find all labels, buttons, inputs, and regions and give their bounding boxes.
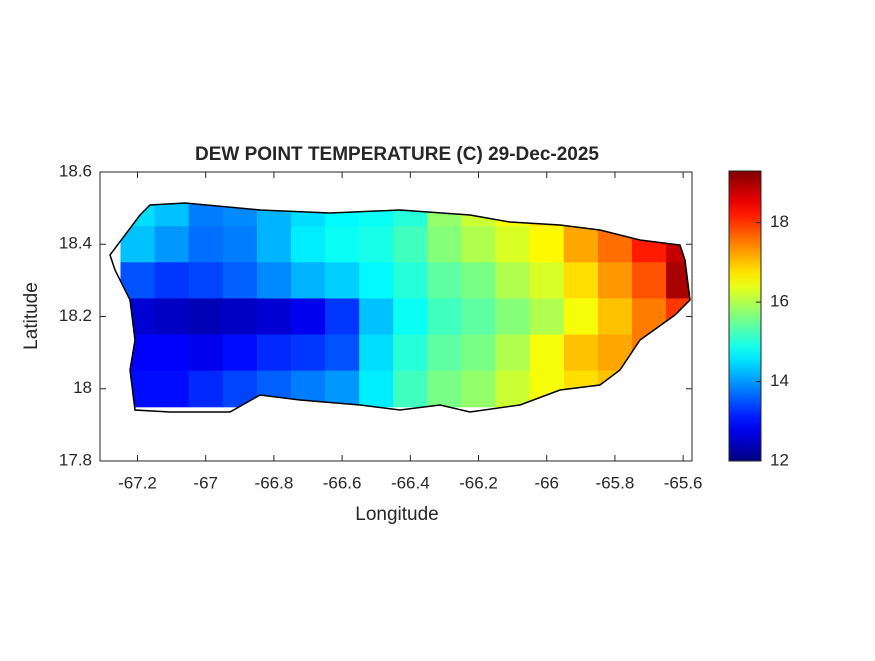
colorbar-tick-label: 18 — [770, 212, 789, 231]
heat-cell — [154, 262, 190, 299]
x-axis-label: Longitude — [355, 504, 438, 525]
heat-cell — [427, 370, 462, 408]
heat-cell — [188, 226, 224, 263]
heat-cell — [359, 370, 394, 408]
heat-cell — [256, 262, 292, 299]
heat-cell — [359, 298, 394, 336]
heat-cell — [222, 262, 258, 299]
heat-cell — [495, 334, 531, 372]
heat-cell — [290, 226, 326, 263]
heat-cell — [154, 226, 190, 263]
heat-cell — [325, 226, 360, 263]
heat-cell — [154, 298, 190, 336]
x-tick-label: -67.2 — [118, 473, 157, 492]
heat-cell — [393, 298, 428, 336]
heat-cell — [563, 298, 599, 336]
heat-cell — [563, 262, 599, 299]
heat-cell — [154, 203, 190, 227]
x-tick-label: -66.2 — [459, 473, 498, 492]
heat-cell — [495, 262, 531, 299]
heat-cell — [188, 203, 224, 227]
heat-cell — [393, 370, 428, 408]
heat-cell — [563, 226, 599, 263]
heat-cell — [597, 298, 633, 336]
heat-cell — [427, 226, 462, 263]
heat-cell — [325, 370, 360, 408]
heat-cell — [256, 298, 292, 336]
heat-cell — [393, 226, 428, 263]
heat-cell — [461, 334, 497, 372]
x-tick-label: -66 — [534, 473, 559, 492]
x-tick-label: -66.8 — [255, 473, 294, 492]
heat-cell — [393, 262, 428, 299]
heat-cell — [256, 226, 292, 263]
y-tick-label: 18.4 — [59, 234, 92, 253]
colorbar-tick-label: 16 — [770, 292, 789, 311]
colorbar-tick-label: 12 — [770, 450, 789, 469]
heat-cell — [631, 262, 667, 299]
heat-cell — [154, 334, 190, 372]
heat-cell — [461, 298, 497, 336]
colorbar-tick-label: 14 — [770, 371, 789, 390]
x-tick-label: -67 — [193, 473, 218, 492]
heat-cell — [325, 262, 360, 299]
chart-title: DEW POINT TEMPERATURE (C) 29-Dec-2025 — [195, 144, 599, 165]
heat-cell — [495, 370, 531, 408]
x-tick-label: -66.6 — [323, 473, 362, 492]
heat-cell — [188, 262, 224, 299]
x-tick-label: -65.8 — [596, 473, 635, 492]
heat-cell — [427, 334, 462, 372]
y-tick-label: 18 — [73, 378, 92, 397]
heat-cell — [359, 334, 394, 372]
heat-cell — [188, 370, 224, 408]
heat-cell — [188, 298, 224, 336]
heat-cell — [290, 334, 326, 372]
heat-cell — [290, 262, 326, 299]
heat-cell — [563, 334, 599, 372]
heat-cell — [222, 226, 258, 263]
y-axis-label: Latitude — [21, 282, 42, 350]
heat-cell — [290, 298, 326, 336]
heat-cell — [222, 298, 258, 336]
heat-cell — [222, 334, 258, 372]
x-tick-label: -65.6 — [664, 473, 703, 492]
heat-cell — [529, 298, 565, 336]
heat-cell — [461, 226, 497, 263]
heat-cell — [427, 298, 462, 336]
coastline — [109, 202, 691, 413]
heat-cell — [188, 334, 224, 372]
heat-cell — [325, 334, 360, 372]
heat-cell — [256, 334, 292, 372]
heat-cell — [359, 262, 394, 299]
heat-cell — [597, 262, 633, 299]
heat-cell — [427, 262, 462, 299]
heat-cell — [495, 298, 531, 336]
heat-cell — [154, 370, 190, 408]
colorbar — [728, 170, 762, 462]
heat-cell — [461, 370, 497, 408]
heat-cell — [529, 226, 565, 263]
y-tick-label: 18.2 — [59, 306, 92, 325]
y-tick-label: 17.8 — [59, 450, 92, 469]
heat-cell — [325, 298, 360, 336]
heat-cell — [461, 262, 497, 299]
heat-cell — [666, 262, 690, 299]
y-tick-label: 18.6 — [59, 161, 92, 180]
x-tick-label: -66.4 — [391, 473, 430, 492]
heat-cell — [529, 334, 565, 372]
heat-cell — [495, 226, 531, 263]
heat-cell — [359, 226, 394, 263]
heat-cell — [393, 334, 428, 372]
heat-cell — [529, 262, 565, 299]
